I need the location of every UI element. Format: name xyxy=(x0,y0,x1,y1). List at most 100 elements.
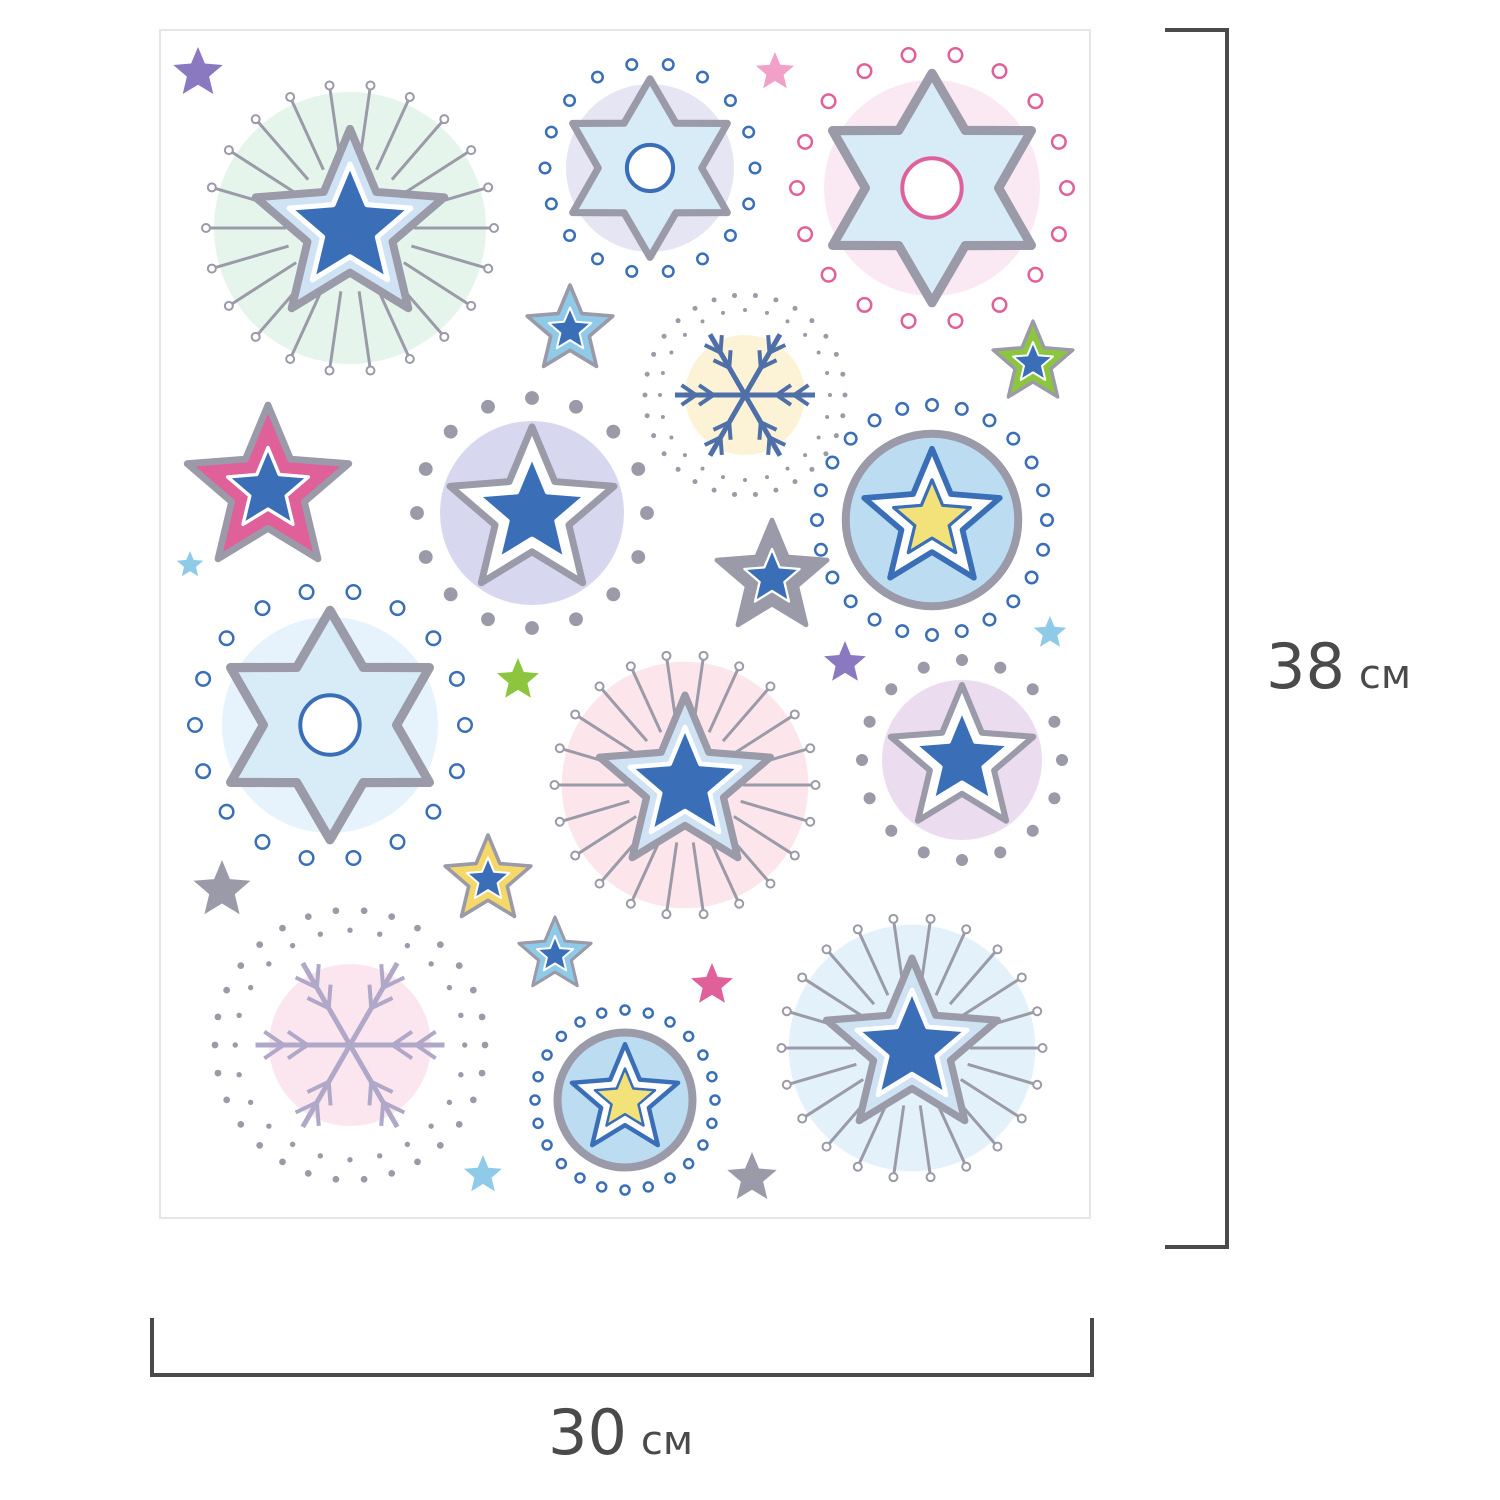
dot-decoration xyxy=(925,628,939,642)
ray-decoration xyxy=(732,713,796,755)
dot-decoration xyxy=(721,475,726,480)
dot-decoration xyxy=(833,351,839,357)
dot-decoration xyxy=(742,125,756,139)
dot-decoration xyxy=(237,962,245,970)
dot-decoration xyxy=(256,1141,264,1149)
snowflake-branch xyxy=(792,383,810,397)
ray-tip xyxy=(439,331,450,342)
dot-decoration xyxy=(595,1181,608,1193)
dot-decoration xyxy=(446,1099,453,1106)
loose-star-icon xyxy=(756,52,794,89)
dot-decoration xyxy=(317,1153,324,1159)
snowflake-branch xyxy=(294,975,318,990)
snowflake-branch xyxy=(718,334,724,353)
center-hex xyxy=(624,142,676,194)
dot-decoration xyxy=(825,455,840,470)
ray-tip xyxy=(925,913,936,924)
dot-decoration xyxy=(669,435,674,440)
dot-decoration xyxy=(664,1016,676,1028)
ray-tip xyxy=(1037,1043,1048,1053)
ray-decoration xyxy=(721,685,772,743)
dot-decoration xyxy=(642,1007,655,1019)
ray-tip xyxy=(554,743,565,754)
dot-decoration xyxy=(1036,542,1051,557)
snowflake-branch xyxy=(370,996,394,1010)
loose-star-icon xyxy=(1033,616,1067,647)
ray-decoration xyxy=(707,665,741,733)
ray-tip xyxy=(1016,972,1027,983)
snowflake-branch xyxy=(775,383,793,397)
snowflake-branch xyxy=(314,1102,321,1126)
dot-decoration xyxy=(266,1123,272,1129)
snowflake-branch xyxy=(759,358,778,370)
snowflake-branch xyxy=(768,435,787,447)
dot-decoration xyxy=(700,319,705,324)
ray-tip xyxy=(404,353,415,364)
dot-decoration xyxy=(414,924,421,932)
dot-decoration xyxy=(1040,513,1054,527)
dot-decoration xyxy=(478,1013,486,1021)
dot-decoration xyxy=(1026,824,1039,837)
dot-decoration xyxy=(211,1041,219,1049)
ray-tip xyxy=(625,898,636,909)
dot-decoration xyxy=(1059,180,1075,196)
dot-decoration xyxy=(625,58,639,72)
snowflake-branch xyxy=(367,984,374,1009)
ray-tip xyxy=(734,898,745,909)
ray-tip xyxy=(594,681,605,692)
snowflake-branch xyxy=(766,437,772,456)
dot-decoration xyxy=(820,93,837,110)
dot-decoration xyxy=(1006,594,1021,609)
dot-decoration xyxy=(298,584,315,601)
dot-decoration xyxy=(809,466,815,472)
snowflake-branch xyxy=(680,383,698,397)
dot-decoration xyxy=(856,754,868,766)
dot-decoration xyxy=(833,433,839,439)
star-icon xyxy=(286,161,414,283)
dot-decoration xyxy=(843,594,858,609)
dot-decoration xyxy=(1048,715,1061,728)
ray-decoration xyxy=(948,948,999,1006)
dot-decoration xyxy=(982,413,997,428)
dot-decoration xyxy=(223,986,231,994)
loose-star-icon xyxy=(176,551,204,577)
dot-decoration xyxy=(1048,792,1061,805)
ray-tip xyxy=(570,850,581,861)
star-icon xyxy=(547,306,593,350)
dot-decoration xyxy=(195,670,212,687)
ray-decoration xyxy=(786,1062,857,1087)
dot-decoration xyxy=(606,424,621,439)
dot-decoration xyxy=(644,371,650,377)
dot-decoration xyxy=(428,961,434,967)
ray-tip xyxy=(365,365,376,376)
dot-decoration xyxy=(697,1139,709,1151)
dot-decoration xyxy=(1024,455,1039,470)
height-value: 38 xyxy=(1266,630,1345,703)
dot-decoration xyxy=(304,1170,312,1177)
snowflake-branch xyxy=(718,437,724,456)
ray-tip xyxy=(698,650,709,661)
dot-decoration xyxy=(481,612,495,627)
ray-tip xyxy=(821,1141,832,1152)
ray-tip xyxy=(570,709,581,720)
dot-decoration xyxy=(256,941,264,949)
dot-decoration xyxy=(619,1184,631,1196)
dot-decoration xyxy=(574,1172,586,1184)
snowflake-branch xyxy=(703,343,722,355)
ray-decoration xyxy=(357,291,372,371)
dot-decoration xyxy=(478,1069,486,1077)
dot-decoration xyxy=(682,453,687,458)
ray-decoration xyxy=(598,685,649,743)
ray-tip xyxy=(1032,1079,1043,1090)
dot-decoration xyxy=(661,333,667,339)
ray-decoration xyxy=(574,713,638,755)
dot-decoration xyxy=(218,630,235,647)
dot-decoration xyxy=(425,630,442,647)
dot-decoration xyxy=(298,849,315,866)
ray-tip xyxy=(781,1079,792,1090)
snowflake-branch xyxy=(367,1081,374,1106)
dot-decoration xyxy=(994,846,1007,859)
star-icon xyxy=(535,935,575,972)
ray-tip xyxy=(1032,1006,1043,1017)
dot-decoration xyxy=(773,487,779,493)
